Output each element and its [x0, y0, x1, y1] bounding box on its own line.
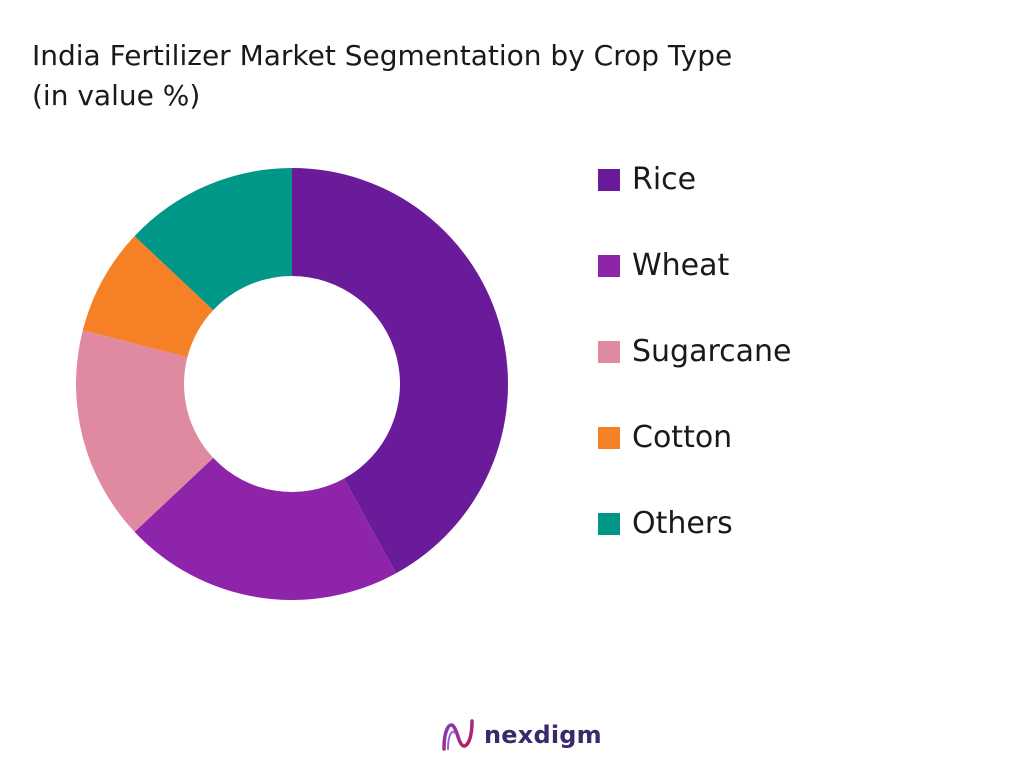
legend-swatch-others: [598, 513, 620, 535]
chart-legend: Rice Wheat Sugarcane Cotton Others: [598, 158, 792, 588]
donut-slice-others: [134, 168, 292, 311]
legend-item-others: Others: [598, 502, 792, 588]
legend-swatch-cotton: [598, 427, 620, 449]
legend-item-cotton: Cotton: [598, 416, 792, 502]
brand-name: nexdigm: [484, 721, 602, 749]
legend-label-rice: Rice: [632, 162, 697, 197]
legend-label-others: Others: [632, 506, 733, 541]
legend-item-sugarcane: Sugarcane: [598, 330, 792, 416]
chart-title-line-1: India Fertilizer Market Segmentation by …: [32, 39, 733, 72]
legend-label-sugarcane: Sugarcane: [632, 334, 792, 369]
donut-slice-wheat: [134, 457, 397, 600]
legend-label-wheat: Wheat: [632, 248, 730, 283]
legend-swatch-rice: [598, 169, 620, 191]
legend-swatch-wheat: [598, 255, 620, 277]
legend-label-cotton: Cotton: [632, 420, 733, 455]
donut-slice-rice: [292, 168, 508, 574]
chart-title-line-2: (in value %): [32, 79, 201, 112]
donut-chart: [76, 168, 508, 600]
donut-slice-cotton: [82, 236, 214, 358]
chart-title: India Fertilizer Market Segmentation by …: [32, 36, 732, 116]
donut-slice-sugarcane: [76, 330, 214, 532]
nexdigm-logo-icon: [442, 719, 474, 751]
legend-item-wheat: Wheat: [598, 244, 792, 330]
brand-logo: nexdigm: [438, 715, 602, 755]
legend-item-rice: Rice: [598, 158, 792, 244]
legend-swatch-sugarcane: [598, 341, 620, 363]
